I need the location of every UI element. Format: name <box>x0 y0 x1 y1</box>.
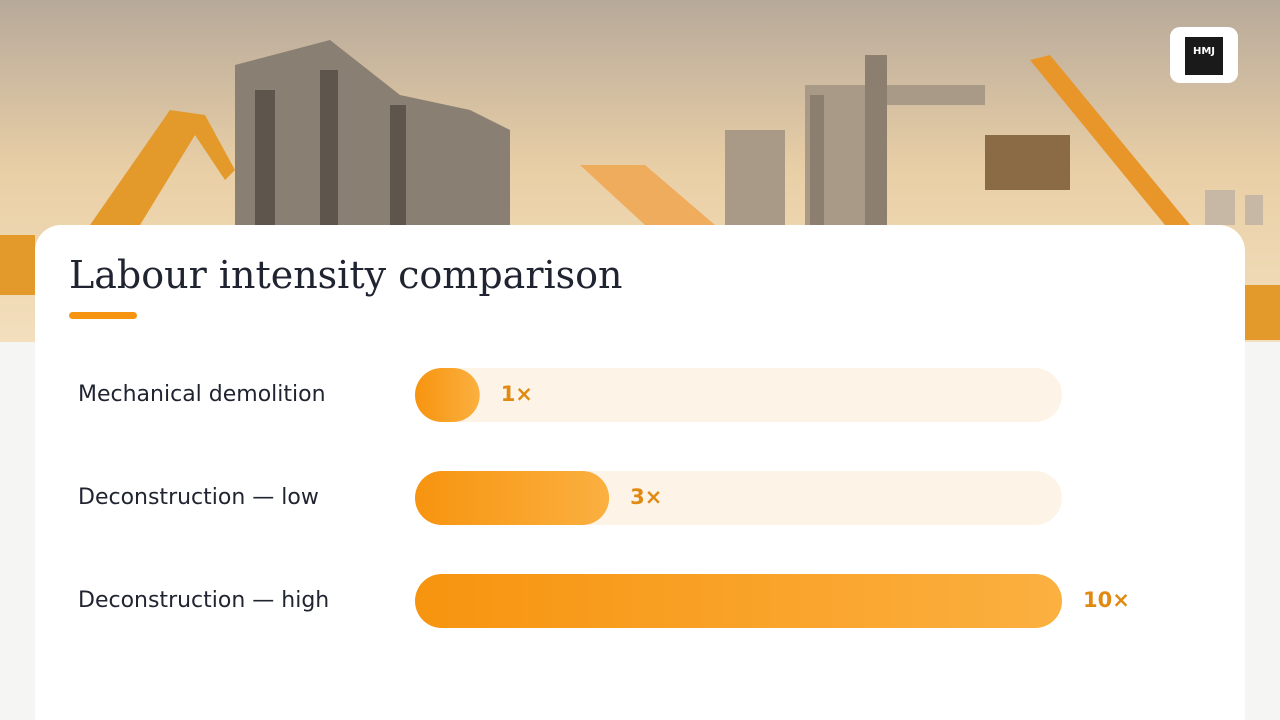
chart-title: Labour intensity comparison <box>69 253 623 297</box>
value-label: 3× <box>630 485 662 509</box>
title-underline <box>69 312 137 319</box>
category-label: Mechanical demolition <box>78 382 326 407</box>
logo-text: HMJ <box>1193 46 1215 57</box>
bar <box>415 471 610 525</box>
bar <box>415 574 1062 628</box>
bar-track <box>415 368 1062 422</box>
category-label: Deconstruction — low <box>78 485 319 510</box>
bar <box>415 368 480 422</box>
plot: Mechanical demolition 1× Deconstruction — … <box>78 368 1130 628</box>
value-label: 1× <box>501 382 533 406</box>
logo-badge: HMJ <box>1170 27 1238 83</box>
value-label: 10× <box>1083 588 1130 612</box>
category-label: Deconstruction — high <box>78 588 329 613</box>
